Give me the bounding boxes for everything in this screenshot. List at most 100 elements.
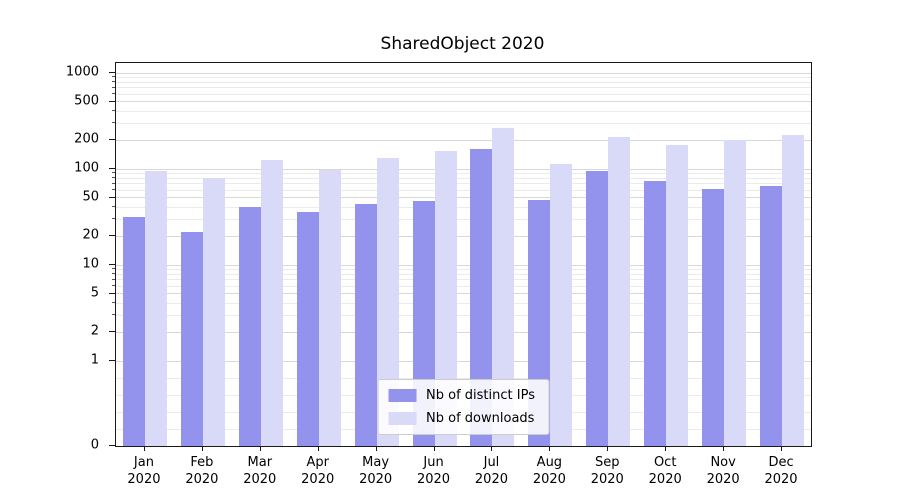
- y-tick-mark: [109, 445, 115, 446]
- x-tick-label: Jul 2020: [474, 455, 508, 487]
- gridline: [116, 168, 811, 170]
- y-minor-tick-mark: [112, 268, 115, 270]
- bar-distinct-ips: [354, 204, 377, 446]
- legend-swatch-distinct-ips-icon: [388, 389, 417, 402]
- gridline: [116, 197, 811, 199]
- y-axis: 0 1 2 5 10 20 50 100 200 500 1000: [0, 62, 115, 453]
- x-tick-label: Aug 2020: [532, 455, 566, 487]
- y-minor-tick-mark: [112, 177, 115, 179]
- gridline: [116, 264, 811, 266]
- gridline: [116, 273, 811, 275]
- x-axis: Jan 2020 Feb 2020 Mar 2020 Apr 2020 May 2020 Jun 20…: [115, 446, 810, 500]
- gridline: [116, 331, 811, 333]
- y-tick-mark: [109, 360, 115, 361]
- gridline: [116, 206, 811, 208]
- gridline: [116, 76, 811, 78]
- bar-downloads: [666, 144, 689, 446]
- y-minor-tick-mark: [112, 81, 115, 83]
- bar-downloads: [550, 164, 573, 446]
- x-tick-mark: [433, 446, 435, 451]
- y-tick-label: 1000: [65, 64, 99, 80]
- bar-distinct-ips: [296, 211, 319, 446]
- bar-distinct-ips: [702, 188, 725, 446]
- bar-downloads: [202, 178, 225, 446]
- x-tick-mark: [723, 446, 725, 451]
- bar-distinct-ips: [180, 232, 203, 446]
- gridline: [116, 302, 811, 304]
- y-minor-tick-mark: [112, 122, 115, 124]
- gridline: [116, 377, 811, 379]
- bar-downloads: [608, 137, 631, 446]
- x-tick-mark: [491, 446, 493, 451]
- y-minor-tick-mark: [112, 110, 115, 112]
- bars-layer: [116, 63, 811, 446]
- y-tick-label: 10: [82, 256, 99, 272]
- bar-distinct-ips: [122, 216, 145, 446]
- gridline: [116, 139, 811, 141]
- x-tick-label: Feb 2020: [185, 455, 219, 487]
- bar-distinct-ips: [238, 207, 261, 446]
- y-tick-label: 20: [82, 227, 99, 243]
- y-tick-label: 100: [74, 160, 99, 176]
- gridline: [116, 101, 811, 103]
- gridline: [116, 93, 811, 95]
- y-tick-mark: [109, 292, 115, 294]
- gridline: [116, 81, 811, 83]
- x-tick-label: Oct 2020: [648, 455, 682, 487]
- x-tick-label: Mar 2020: [243, 455, 277, 487]
- y-tick-mark: [109, 331, 115, 333]
- x-tick-mark: [143, 446, 145, 451]
- bar-downloads: [492, 127, 515, 446]
- y-tick-label: 1: [90, 352, 99, 368]
- x-tick-label: Jan 2020: [127, 455, 161, 487]
- gridline: [116, 172, 811, 174]
- gridline: [116, 72, 811, 74]
- legend-label-distinct-ips: Nb of distinct IPs: [426, 388, 535, 403]
- bar-downloads: [318, 170, 341, 446]
- gridline: [116, 183, 811, 185]
- legend-item-distinct-ips: Nb of distinct IPs: [388, 388, 535, 403]
- y-minor-tick-mark: [112, 86, 115, 88]
- x-tick-label: Apr 2020: [301, 455, 335, 487]
- chart-title: SharedObject 2020: [380, 34, 545, 54]
- x-tick-mark: [375, 446, 377, 451]
- y-tick-mark: [109, 100, 115, 102]
- legend-label-downloads: Nb of downloads: [426, 411, 535, 426]
- x-tick-label: May 2020: [359, 455, 393, 487]
- bar-downloads: [144, 171, 167, 446]
- y-minor-tick-mark: [112, 314, 115, 316]
- gridline: [116, 218, 811, 220]
- bar-downloads: [260, 159, 283, 446]
- x-tick-mark: [607, 446, 609, 451]
- gridline: [116, 360, 811, 362]
- y-tick-label: 50: [82, 189, 99, 205]
- y-minor-tick-mark: [112, 278, 115, 280]
- y-tick-label: 2: [90, 323, 99, 339]
- gridline: [116, 235, 811, 237]
- legend-item-downloads: Nb of downloads: [388, 411, 535, 426]
- legend-swatch-downloads-icon: [388, 412, 417, 425]
- x-tick-mark: [549, 446, 551, 451]
- x-tick-mark: [317, 446, 319, 451]
- y-tick-label: 200: [74, 131, 99, 147]
- y-minor-tick-mark: [112, 172, 115, 174]
- x-tick-label: Dec 2020: [764, 455, 798, 487]
- y-minor-tick-mark: [112, 93, 115, 95]
- x-tick-label: Sep 2020: [590, 455, 624, 487]
- y-minor-tick-mark: [112, 273, 115, 275]
- y-tick-mark: [109, 168, 115, 169]
- bar-downloads: [724, 140, 747, 446]
- y-minor-tick-mark: [112, 218, 115, 220]
- bar-distinct-ips: [470, 149, 493, 446]
- y-tick-mark: [109, 72, 115, 73]
- gridline: [116, 279, 811, 281]
- gridline: [116, 268, 811, 270]
- y-tick-label: 500: [74, 93, 99, 109]
- x-tick-label: Nov 2020: [706, 455, 740, 487]
- y-minor-tick-mark: [112, 285, 115, 287]
- x-tick-mark: [259, 446, 261, 451]
- y-minor-tick-mark: [112, 76, 115, 78]
- y-minor-tick-mark: [112, 182, 115, 184]
- gridline: [116, 87, 811, 89]
